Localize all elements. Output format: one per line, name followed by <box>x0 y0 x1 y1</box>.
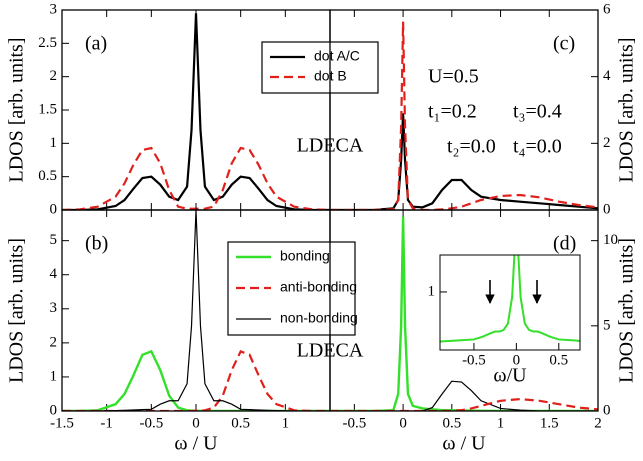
legend-label: anti-bonding <box>280 279 357 295</box>
y-tick-label: 2 <box>50 68 58 84</box>
legend-label: bonding <box>280 248 330 264</box>
annotation: t₂=0.0 <box>447 136 496 158</box>
x-axis-label: ω / U <box>174 433 218 455</box>
y-tick-label: 4 <box>603 68 611 84</box>
y-axis-label: LDOS [arb. units] <box>6 38 28 183</box>
x-tick-label: -0.5 <box>462 352 486 368</box>
legend-label: dot A/C <box>314 48 360 64</box>
legend-box <box>261 41 379 94</box>
annotation: (a) <box>85 33 107 55</box>
data-line <box>330 21 598 210</box>
data-line <box>330 397 598 411</box>
y-tick-label: 5 <box>50 232 58 248</box>
y-tick-label: 3 <box>50 300 58 316</box>
x-tick-label: 0.5 <box>549 352 568 368</box>
inset-background <box>440 255 580 350</box>
data-line <box>62 349 330 411</box>
y-tick-label: 3 <box>50 1 58 17</box>
y-tick-label: 2 <box>50 334 58 350</box>
legend-label: non-bonding <box>280 310 358 326</box>
x-tick-label: 1.5 <box>540 415 559 431</box>
x-tick-label: 0.5 <box>231 415 250 431</box>
x-axis-label: ω/U <box>493 365 527 387</box>
y-tick-label: 1.5 <box>38 101 57 117</box>
y-tick-label: 5 <box>603 317 611 333</box>
annotation: (d) <box>553 233 576 255</box>
annotation: U=0.5 <box>428 66 479 88</box>
y-axis-label: LDOS [arb. units] <box>616 38 638 183</box>
data-line <box>440 255 580 343</box>
x-tick-label: 0 <box>399 415 407 431</box>
x-tick-label: -1.5 <box>50 415 74 431</box>
data-line <box>62 349 330 411</box>
x-tick-label: -0.5 <box>342 415 366 431</box>
y-tick-label: 1 <box>50 368 58 384</box>
data-line <box>330 380 598 411</box>
data-line <box>330 216 598 411</box>
x-tick-label: -1 <box>100 415 113 431</box>
y-tick-label: 10 <box>603 232 618 248</box>
y-tick-label: 1 <box>50 135 58 151</box>
frame <box>329 209 599 412</box>
y-tick-label: 2.5 <box>38 35 57 51</box>
data-line <box>62 210 330 411</box>
annotation: (c) <box>553 33 575 55</box>
x-tick-label: 1 <box>282 415 290 431</box>
y-axis-label: LDOS [arb. units] <box>616 238 638 383</box>
x-tick-label: 0 <box>192 415 200 431</box>
y-axis-label: LDOS [arb. units] <box>6 238 28 383</box>
annotation: t₁=0.2 <box>428 101 477 123</box>
data-line <box>62 146 330 210</box>
y-tick-label: 0 <box>603 402 611 418</box>
annotation: (b) <box>85 233 108 255</box>
y-tick-label: 0 <box>50 402 58 418</box>
y-tick-label: 1 <box>428 283 436 299</box>
y-tick-label: 0 <box>603 201 611 217</box>
x-tick-label: 2 <box>594 415 602 431</box>
annotation: t₃=0.4 <box>513 101 562 123</box>
y-tick-label: 0.5 <box>38 168 57 184</box>
x-tick-label: 0.5 <box>442 415 461 431</box>
data-line <box>330 113 598 210</box>
y-tick-label: 2 <box>603 135 611 151</box>
x-tick-label: 1 <box>497 415 505 431</box>
y-tick-label: 6 <box>603 1 611 17</box>
y-tick-label: 0 <box>50 201 58 217</box>
x-axis-label: ω / U <box>442 433 486 455</box>
frame <box>439 254 581 351</box>
annotation: t₄=0.0 <box>513 136 562 158</box>
x-tick-label: -0.5 <box>139 415 163 431</box>
x-tick-label: 0 <box>513 352 521 368</box>
y-tick-label: 4 <box>50 266 58 282</box>
